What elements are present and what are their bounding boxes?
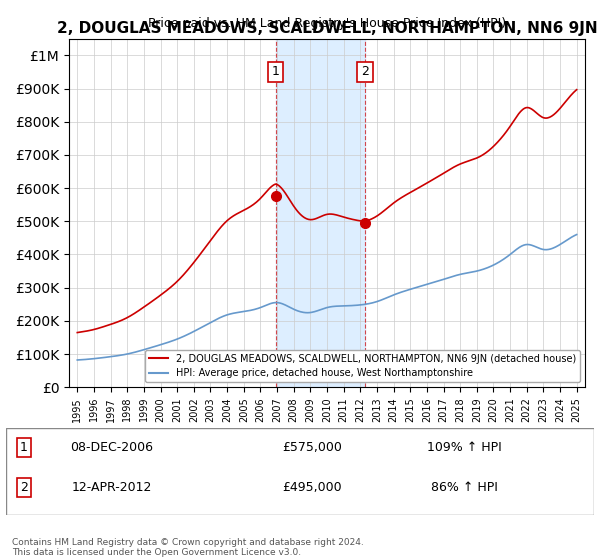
Text: Contains HM Land Registry data © Crown copyright and database right 2024.
This d: Contains HM Land Registry data © Crown c… bbox=[12, 538, 364, 557]
Text: 08-DEC-2006: 08-DEC-2006 bbox=[70, 441, 154, 454]
Text: £575,000: £575,000 bbox=[282, 441, 341, 454]
Text: Price paid vs. HM Land Registry's House Price Index (HPI): Price paid vs. HM Land Registry's House … bbox=[148, 17, 506, 30]
Bar bbox=[276, 39, 365, 387]
Text: 109% ↑ HPI: 109% ↑ HPI bbox=[427, 441, 502, 454]
Text: 12-APR-2012: 12-APR-2012 bbox=[71, 481, 152, 494]
Text: 1: 1 bbox=[20, 441, 28, 454]
Text: £495,000: £495,000 bbox=[282, 481, 341, 494]
Title: 2, DOUGLAS MEADOWS, SCALDWELL, NORTHAMPTON, NN6 9JN: 2, DOUGLAS MEADOWS, SCALDWELL, NORTHAMPT… bbox=[56, 21, 597, 36]
Text: 86% ↑ HPI: 86% ↑ HPI bbox=[431, 481, 498, 494]
Text: 2: 2 bbox=[361, 66, 369, 78]
Legend: 2, DOUGLAS MEADOWS, SCALDWELL, NORTHAMPTON, NN6 9JN (detached house), HPI: Avera: 2, DOUGLAS MEADOWS, SCALDWELL, NORTHAMPT… bbox=[145, 349, 580, 382]
Text: 1: 1 bbox=[272, 66, 280, 78]
FancyBboxPatch shape bbox=[6, 428, 594, 515]
Text: 2: 2 bbox=[20, 481, 28, 494]
